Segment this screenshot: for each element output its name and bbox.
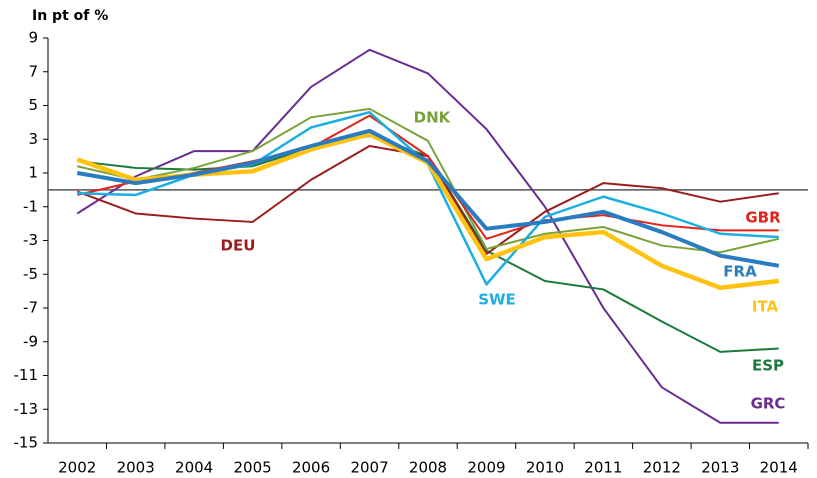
x-tick-label: 2012 [643,459,681,477]
x-tick-label: 2013 [701,459,739,477]
series-label: GRC [751,395,786,413]
series-line [77,107,779,254]
series-label: FRA [723,263,757,281]
series-line [77,134,779,353]
x-tick-label: 2008 [409,459,447,477]
x-tick-label: 2007 [350,459,388,477]
series-label: ITA [752,298,779,316]
series-label: DEU [221,237,256,255]
y-tick-label: 1 [28,164,38,182]
y-tick-label: -13 [14,400,39,418]
series-label: ESP [752,357,784,375]
y-tick-label: -1 [23,197,38,215]
y-tick-label: -9 [23,332,38,350]
y-tick-label: -11 [14,366,39,384]
x-tick-label: 2002 [58,459,96,477]
y-tick-label: 7 [28,62,38,80]
x-tick-label: 2003 [117,459,155,477]
series-label: SWE [478,291,516,309]
x-tick-label: 2006 [292,459,330,477]
series-line [76,48,779,424]
x-tick-label: 2004 [175,459,213,477]
y-tick-label: 5 [28,96,38,114]
x-tick-label: 2014 [760,459,798,477]
series-line [77,111,779,286]
series-label: DNK [414,109,452,127]
y-tick-label: -7 [23,299,38,317]
x-tick-label: 2010 [526,459,564,477]
y-tick-label: -3 [23,231,38,249]
y-tick-label: -5 [23,265,38,283]
y-axis-label: In pt of % [32,8,108,24]
y-tick-label: 9 [28,29,38,47]
y-tick-label: 3 [28,130,38,148]
x-tick-label: 2011 [584,459,622,477]
series-label: GBR [745,209,781,227]
series-line [76,128,780,268]
y-tick-label: -15 [14,434,39,452]
x-tick-label: 2009 [467,459,505,477]
x-tick-label: 2005 [234,459,272,477]
